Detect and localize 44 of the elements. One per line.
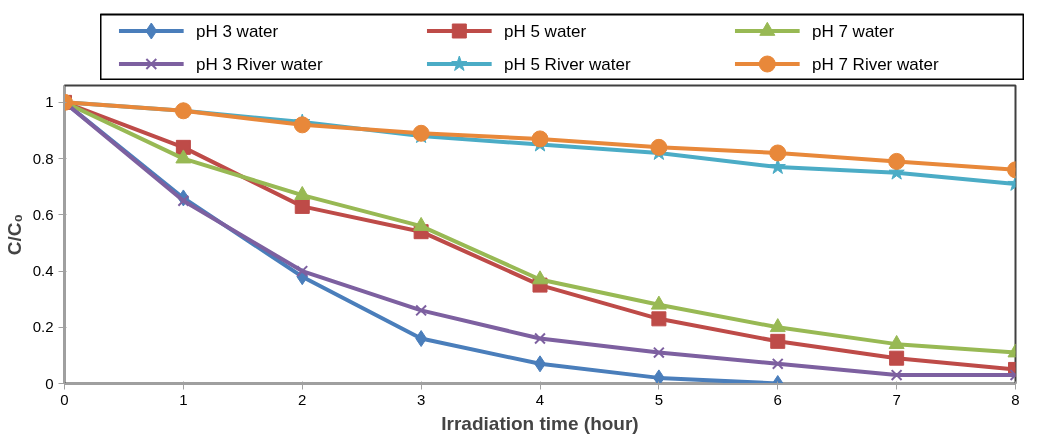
y-axis-title: C/C₀: [3, 213, 25, 256]
point: [651, 311, 667, 327]
legend-label: pH 3 water: [195, 21, 279, 41]
y-tick-label: 0.4: [32, 262, 54, 280]
y-tick-label: 0.6: [32, 205, 54, 223]
y-tick-label: 0: [45, 374, 54, 392]
point: [771, 357, 784, 370]
point: [531, 130, 549, 148]
x-tick-label: 2: [298, 390, 307, 408]
point: [177, 194, 190, 207]
y-tick-label: 0.2: [32, 318, 54, 336]
point: [769, 144, 787, 162]
point: [888, 152, 906, 170]
point: [769, 318, 786, 333]
x-tick-label: 6: [773, 390, 782, 408]
y-tick-label: 0.8: [32, 149, 54, 167]
x-tick-label: 1: [179, 390, 188, 408]
legend-label: pH 7 River water: [811, 54, 939, 74]
point: [889, 350, 905, 366]
x-tick-label: 7: [892, 390, 901, 408]
point: [175, 149, 192, 164]
x-tick-label: 0: [60, 390, 69, 408]
point: [415, 304, 428, 317]
x-axis-title: Irradiation time (hour): [441, 412, 639, 434]
point: [890, 369, 903, 382]
point: [293, 116, 311, 134]
x-tick-label: 4: [535, 390, 545, 408]
point: [650, 138, 668, 156]
point: [770, 333, 786, 349]
point: [296, 265, 309, 277]
legend-label: pH 7 water: [811, 21, 895, 41]
legend-label: pH 5 water: [503, 21, 587, 41]
y-tick-label: 1: [45, 93, 54, 111]
x-tick-label: 3: [416, 390, 426, 408]
point: [650, 295, 667, 310]
point: [294, 198, 310, 214]
point: [653, 369, 665, 384]
x-tick-label: 5: [654, 390, 664, 408]
point: [532, 270, 548, 285]
point: [652, 346, 665, 359]
legend-label: pH 3 River water: [195, 54, 323, 74]
legend-label: pH 5 River water: [503, 54, 631, 74]
point: [534, 332, 546, 345]
x-tick-label: 8: [1011, 390, 1020, 408]
